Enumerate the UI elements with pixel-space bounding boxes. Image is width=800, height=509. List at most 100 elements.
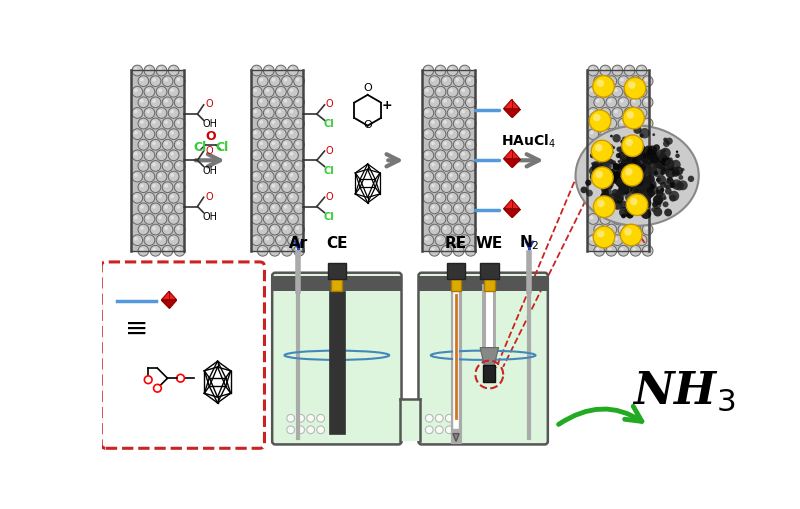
Circle shape: [164, 163, 168, 167]
Circle shape: [170, 110, 174, 114]
Circle shape: [639, 129, 650, 139]
Circle shape: [631, 186, 634, 190]
Circle shape: [450, 68, 453, 72]
Circle shape: [613, 164, 618, 169]
Circle shape: [455, 142, 459, 146]
Circle shape: [290, 132, 294, 135]
Circle shape: [590, 68, 594, 72]
Circle shape: [455, 163, 459, 167]
Circle shape: [266, 68, 269, 72]
Circle shape: [650, 161, 655, 166]
Circle shape: [626, 216, 630, 220]
Circle shape: [650, 156, 659, 164]
Circle shape: [622, 199, 624, 201]
Circle shape: [612, 87, 622, 98]
Circle shape: [599, 197, 602, 201]
Circle shape: [622, 154, 627, 160]
Circle shape: [670, 183, 675, 189]
Circle shape: [647, 177, 650, 181]
Circle shape: [600, 235, 610, 246]
Bar: [447, 264, 466, 279]
Polygon shape: [503, 159, 520, 168]
Circle shape: [591, 164, 599, 172]
Circle shape: [628, 206, 633, 210]
Circle shape: [431, 227, 435, 231]
Circle shape: [429, 161, 440, 172]
Circle shape: [266, 216, 269, 220]
Circle shape: [612, 214, 622, 225]
Circle shape: [619, 208, 630, 218]
Circle shape: [630, 246, 641, 257]
Circle shape: [254, 110, 257, 114]
Bar: [400, 399, 420, 441]
Circle shape: [599, 180, 602, 183]
Circle shape: [258, 204, 268, 214]
Circle shape: [590, 132, 594, 135]
Circle shape: [290, 89, 294, 93]
Circle shape: [624, 78, 646, 100]
Circle shape: [606, 145, 614, 151]
Circle shape: [618, 246, 629, 257]
Circle shape: [630, 186, 639, 194]
Circle shape: [613, 163, 616, 166]
Circle shape: [168, 193, 179, 204]
Circle shape: [425, 132, 429, 135]
Circle shape: [624, 229, 632, 236]
Circle shape: [606, 178, 610, 182]
Circle shape: [282, 98, 292, 108]
Circle shape: [156, 193, 167, 204]
Circle shape: [435, 151, 446, 161]
Circle shape: [288, 235, 298, 246]
Circle shape: [615, 190, 625, 201]
Circle shape: [636, 178, 644, 186]
Circle shape: [271, 206, 275, 209]
Polygon shape: [162, 292, 177, 300]
Circle shape: [642, 202, 646, 207]
Circle shape: [620, 163, 624, 167]
Circle shape: [270, 140, 280, 151]
Circle shape: [628, 179, 638, 189]
Circle shape: [623, 170, 632, 178]
Circle shape: [658, 154, 667, 164]
Circle shape: [620, 185, 624, 188]
Circle shape: [429, 119, 440, 130]
Circle shape: [614, 110, 618, 114]
Bar: [331, 279, 342, 292]
Circle shape: [608, 194, 618, 204]
Circle shape: [447, 87, 458, 98]
Circle shape: [665, 188, 672, 195]
Circle shape: [622, 137, 627, 143]
FancyBboxPatch shape: [418, 273, 548, 444]
Circle shape: [134, 68, 138, 72]
Circle shape: [438, 153, 441, 156]
Circle shape: [459, 235, 470, 246]
Circle shape: [656, 192, 666, 202]
Text: O: O: [363, 83, 372, 93]
Circle shape: [637, 143, 642, 148]
Circle shape: [608, 248, 612, 251]
Circle shape: [435, 193, 446, 204]
Circle shape: [294, 119, 305, 130]
Circle shape: [441, 225, 452, 236]
Circle shape: [284, 163, 287, 167]
Circle shape: [624, 172, 635, 183]
Circle shape: [590, 153, 594, 156]
Text: O: O: [205, 145, 213, 155]
Circle shape: [144, 129, 154, 140]
Circle shape: [619, 184, 629, 194]
Circle shape: [626, 132, 630, 135]
Circle shape: [454, 204, 464, 214]
Circle shape: [608, 186, 613, 190]
Circle shape: [626, 211, 634, 219]
Circle shape: [174, 246, 185, 257]
Circle shape: [588, 87, 598, 98]
Circle shape: [608, 163, 612, 167]
Circle shape: [586, 190, 593, 197]
Circle shape: [630, 175, 638, 184]
Circle shape: [638, 110, 642, 114]
Circle shape: [652, 134, 655, 137]
Circle shape: [271, 227, 275, 231]
Circle shape: [630, 182, 641, 193]
Circle shape: [144, 214, 154, 225]
Circle shape: [290, 153, 294, 156]
